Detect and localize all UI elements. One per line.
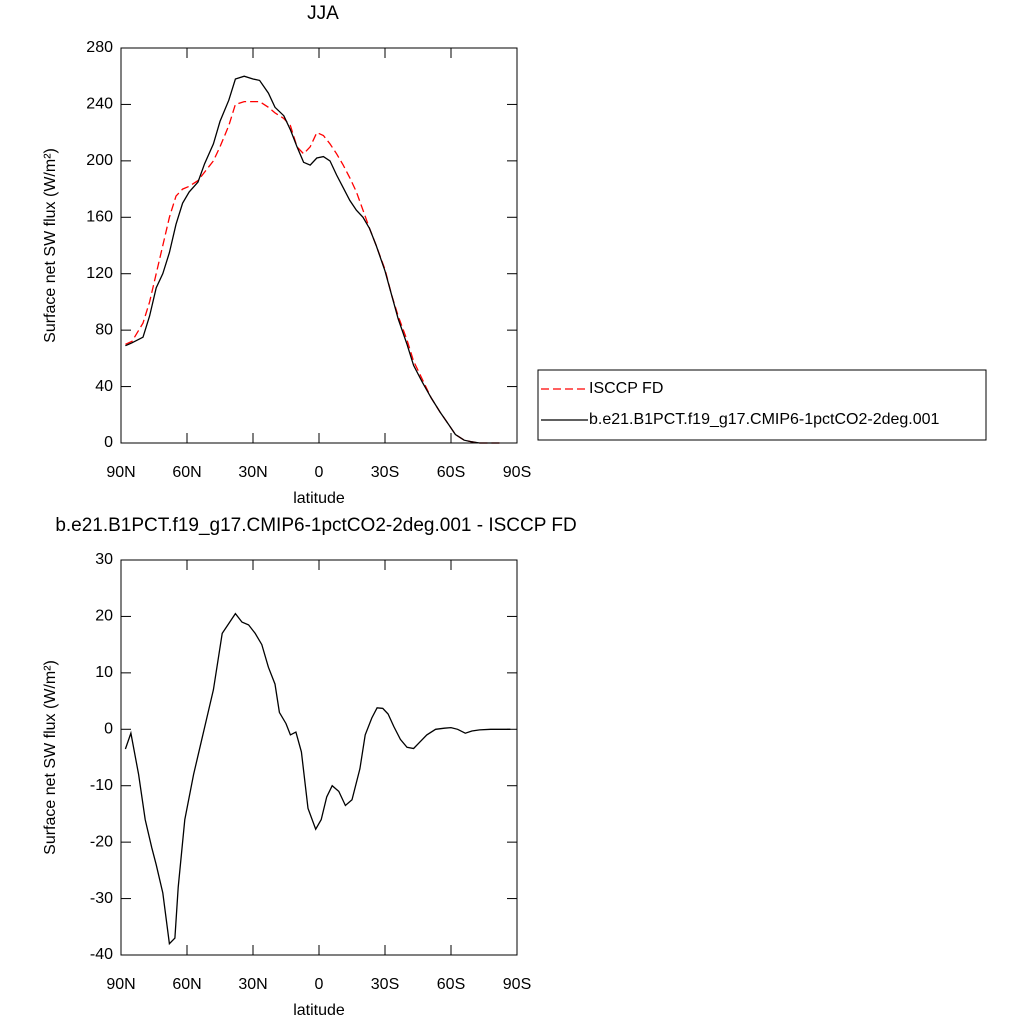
- y-axis-label: Surface net SW flux (W/m²): [42, 148, 59, 343]
- x-tick-label: 30S: [371, 464, 399, 481]
- series-line: [125, 100, 500, 444]
- y-tick-label: 240: [86, 96, 113, 113]
- y-tick-label: 0: [104, 721, 113, 738]
- y-tick-label: 80: [95, 321, 113, 338]
- legend-box: [537, 369, 987, 441]
- x-tick-label: 30S: [371, 976, 399, 993]
- series-line: [125, 75, 500, 444]
- plot-frame: [120, 47, 518, 444]
- x-tick-label: 0: [315, 976, 324, 993]
- y-axis-label: Surface net SW flux (W/m²): [42, 660, 59, 855]
- x-tick-label: 90S: [503, 976, 531, 993]
- x-axis-label: latitude: [293, 490, 345, 507]
- x-tick-label: 60S: [437, 464, 465, 481]
- y-tick-label: -30: [90, 890, 113, 907]
- y-tick-label: 280: [86, 39, 113, 56]
- data-line: [124, 612, 511, 946]
- x-tick-label: 30N: [238, 976, 267, 993]
- x-axis-label: latitude: [293, 1002, 345, 1019]
- plot-frame: [120, 559, 518, 956]
- x-tick-label: 60N: [172, 976, 201, 993]
- y-tick-label: 10: [95, 664, 113, 681]
- y-tick-label: 200: [86, 152, 113, 169]
- x-tick-label: 90S: [503, 464, 531, 481]
- legend-label: ISCCP FD: [589, 380, 663, 397]
- y-tick-label: 160: [86, 209, 113, 226]
- x-tick-label: 90N: [106, 464, 135, 481]
- y-tick-label: -40: [90, 946, 113, 963]
- x-tick-label: 60N: [172, 464, 201, 481]
- y-tick-label: -20: [90, 833, 113, 850]
- x-tick-label: 60S: [437, 976, 465, 993]
- y-tick-label: 30: [95, 551, 113, 568]
- y-tick-label: 0: [104, 434, 113, 451]
- chart-title: JJA: [307, 3, 339, 24]
- chart-title: b.e21.B1PCT.f19_g17.CMIP6-1pctCO2-2deg.0…: [55, 515, 576, 536]
- x-tick-label: 90N: [106, 976, 135, 993]
- legend-label: b.e21.B1PCT.f19_g17.CMIP6-1pctCO2-2deg.0…: [589, 411, 940, 428]
- y-tick-label: 40: [95, 378, 113, 395]
- x-tick-label: 30N: [238, 464, 267, 481]
- x-tick-label: 0: [315, 464, 324, 481]
- y-tick-label: 20: [95, 608, 113, 625]
- y-tick-label: -10: [90, 777, 113, 794]
- y-tick-label: 120: [86, 265, 113, 282]
